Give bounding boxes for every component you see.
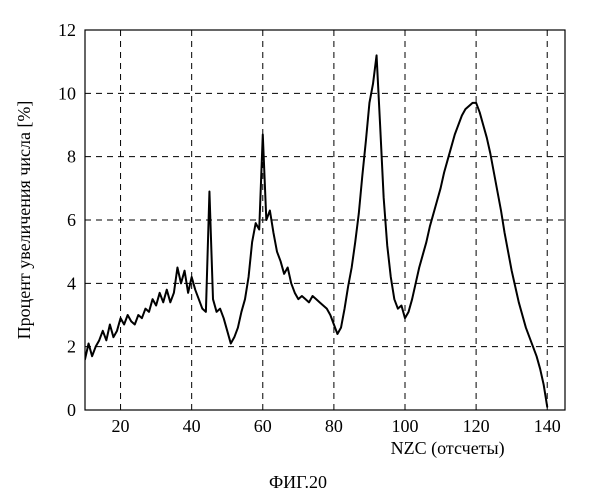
- figure-caption: ФИГ.20: [269, 472, 327, 492]
- y-axis-label: Процент увеличения числа [%]: [14, 101, 34, 340]
- x-tick-label: 60: [254, 416, 272, 436]
- y-tick-label: 2: [67, 337, 76, 357]
- y-tick-label: 8: [67, 147, 76, 167]
- y-tick-label: 12: [58, 20, 76, 40]
- chart-svg: 20 40 60 80 100 120 140 0 2 4 6 8 10 12 Процент увелич…: [0, 0, 596, 500]
- x-tick-label: 100: [392, 416, 419, 436]
- x-tick-label: 20: [112, 416, 130, 436]
- x-tick-label: 120: [463, 416, 490, 436]
- x-tick-label: 40: [183, 416, 201, 436]
- y-tick-label: 10: [58, 83, 76, 103]
- x-tick-label: 140: [534, 416, 561, 436]
- y-tick-label: 4: [67, 273, 76, 293]
- x-axis-label: NZC (отсчеты): [391, 438, 505, 459]
- figure-root: 20 40 60 80 100 120 140 0 2 4 6 8 10 12 Процент увелич…: [0, 0, 596, 500]
- y-tick-label: 0: [67, 400, 76, 420]
- y-tick-label: 6: [67, 210, 76, 230]
- x-tick-label: 80: [325, 416, 343, 436]
